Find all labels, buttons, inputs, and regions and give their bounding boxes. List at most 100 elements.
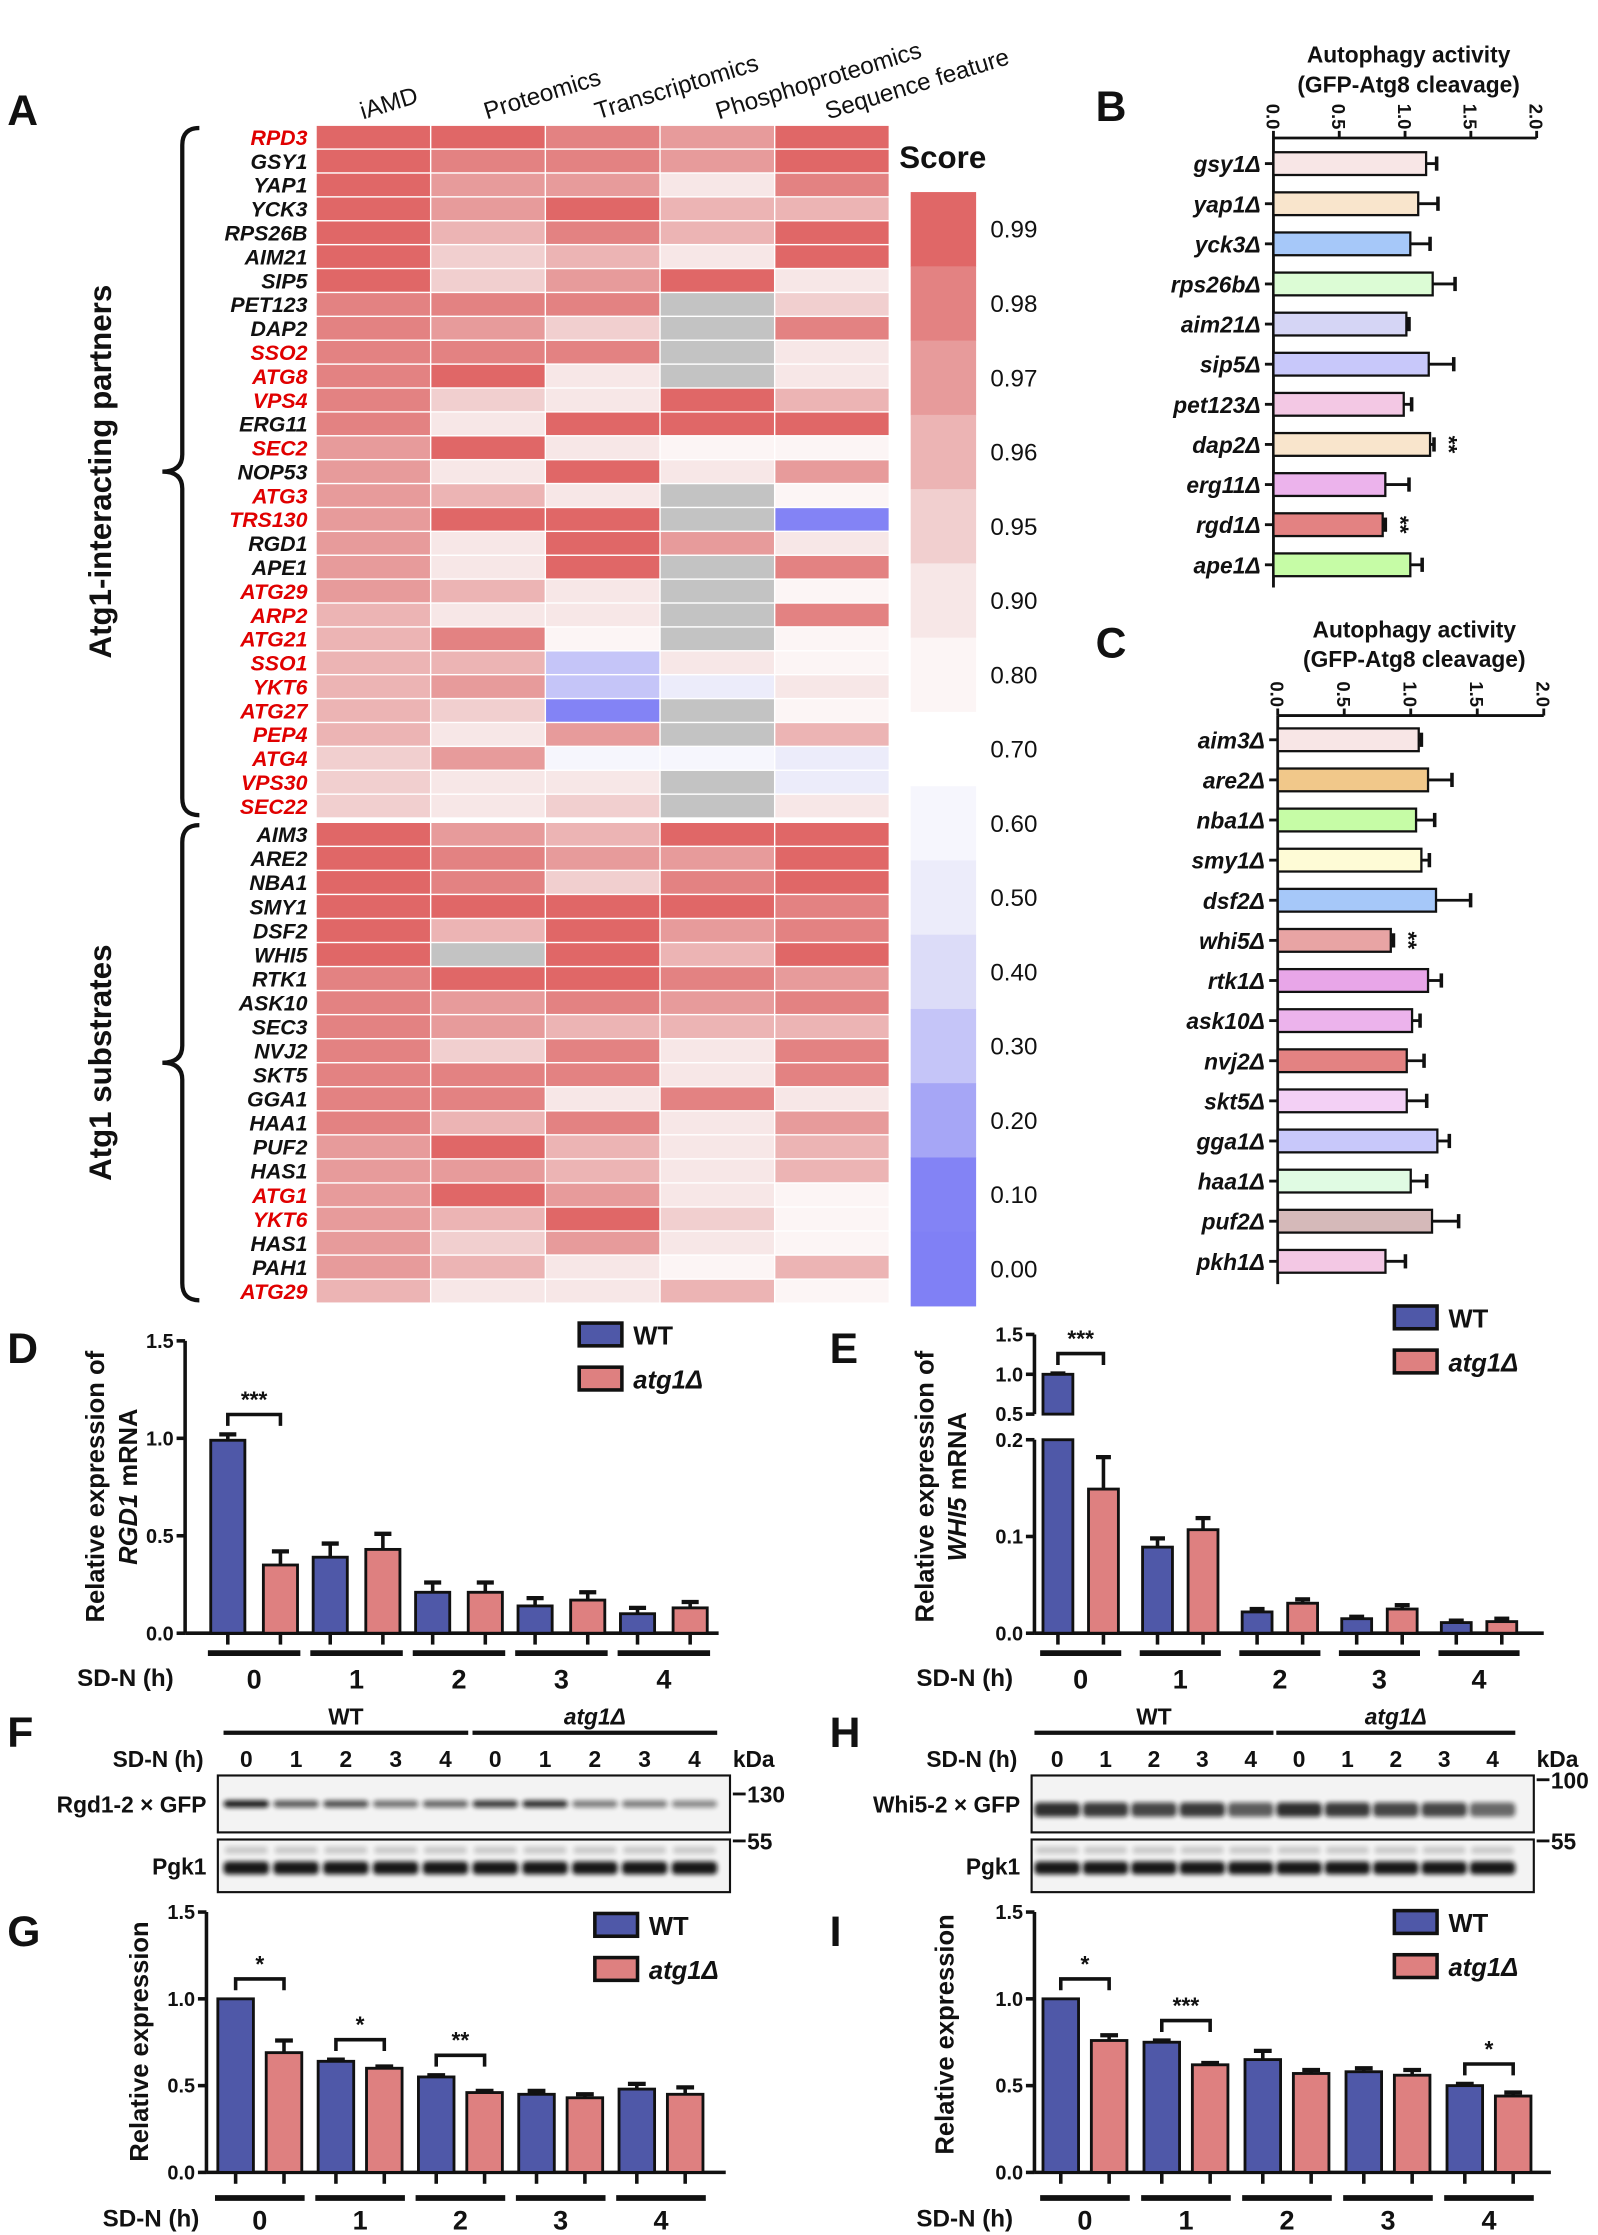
protein-band xyxy=(1469,1861,1516,1875)
lane-label: 4 xyxy=(1486,1746,1499,1772)
legend-label: WT xyxy=(633,1322,673,1350)
faint-band xyxy=(1422,1846,1466,1854)
heatmap-cell xyxy=(431,1183,545,1207)
heatmap-cell xyxy=(546,508,660,531)
heatmap-cell xyxy=(431,1111,545,1135)
gene-label: DSF2 xyxy=(253,919,308,943)
heatmap-cell xyxy=(431,1135,545,1159)
lane-label: 1 xyxy=(1099,1746,1112,1772)
gene-label: ASK10 xyxy=(238,991,308,1015)
category-label: aim21Δ xyxy=(1181,312,1261,338)
heatmap-cell xyxy=(546,675,660,698)
category-label: gga1Δ xyxy=(1196,1129,1265,1155)
gene-label: ATG4 xyxy=(251,747,307,771)
y-tick-label: 1.5 xyxy=(167,1902,195,1924)
heatmap-cell xyxy=(660,823,774,846)
heatmap-cell xyxy=(316,747,430,770)
category-label: ask10Δ xyxy=(1186,1008,1265,1034)
gene-label: ATG29 xyxy=(239,1280,307,1304)
protein-band xyxy=(1131,1861,1177,1875)
bar xyxy=(1485,1620,1519,1635)
heatmap-cell xyxy=(316,699,430,722)
heatmap-cell xyxy=(660,603,774,627)
significance-bracket xyxy=(1463,2062,1515,2076)
colorbar-segment xyxy=(910,711,977,787)
heatmap-cell xyxy=(316,823,430,846)
bar xyxy=(671,1606,709,1635)
category-label: skt5Δ xyxy=(1204,1088,1265,1114)
protein-band xyxy=(422,1800,469,1808)
legend-label: atg1Δ xyxy=(1448,1349,1518,1377)
gene-label: PAH1 xyxy=(252,1256,307,1280)
protein-band xyxy=(1324,1802,1371,1817)
legend-label: atg1Δ xyxy=(1448,1954,1518,1982)
faint-band xyxy=(324,1846,368,1854)
colorbar-tick-label: 0.60 xyxy=(990,811,1037,838)
chart-title: (GFP-Atg8 cleavage) xyxy=(1303,646,1526,672)
heatmap-cell xyxy=(431,173,545,197)
y-tick-label: 0.5 xyxy=(995,2076,1023,2098)
faint-band xyxy=(473,1846,517,1854)
heatmap-cell xyxy=(431,627,545,651)
gene-label: ATG1 xyxy=(251,1184,307,1208)
heatmap-cell xyxy=(546,847,660,870)
heatmap-cell xyxy=(775,221,889,244)
chart-title: Autophagy activity xyxy=(1307,42,1511,68)
x-tick-label: 1.0 xyxy=(1394,104,1415,130)
heatmap-cell xyxy=(316,555,430,579)
heatmap-cell xyxy=(431,1159,545,1183)
heatmap-cell xyxy=(546,149,660,173)
category-label: 1 xyxy=(353,2205,368,2235)
bar xyxy=(1272,552,1412,578)
heatmap-cell xyxy=(660,388,774,412)
heatmap-cell xyxy=(546,747,660,770)
heatmap-cell xyxy=(316,340,430,364)
category-label: yck3Δ xyxy=(1194,231,1261,257)
molecular-weight-marker: 130 xyxy=(747,1782,785,1808)
bar xyxy=(1276,967,1430,994)
protein-band xyxy=(1082,1861,1129,1875)
heatmap-cell xyxy=(431,1039,545,1063)
heatmap-cell xyxy=(660,412,774,436)
y-tick-label: 0.0 xyxy=(146,1623,174,1645)
colorbar-tick-label: 0.70 xyxy=(990,737,1037,764)
gene-label: YKT6 xyxy=(253,675,308,699)
heatmap-cell xyxy=(546,412,660,436)
gene-label: ERG11 xyxy=(239,413,307,437)
gene-label: SEC2 xyxy=(252,437,308,461)
gene-label: PEP4 xyxy=(253,723,308,747)
gene-label: AIM3 xyxy=(256,823,308,847)
colorbar-tick-label: 0.95 xyxy=(990,514,1037,541)
gene-label: WHI5 xyxy=(254,943,308,967)
gene-label: ARP2 xyxy=(250,604,308,628)
gene-label: AIM21 xyxy=(244,245,308,269)
legend-label: WT xyxy=(1448,1910,1488,1938)
heatmap-cell xyxy=(660,627,774,651)
legend-label: WT xyxy=(1448,1305,1488,1333)
gene-label: ATG21 xyxy=(239,628,307,652)
bar xyxy=(1272,512,1384,538)
gene-label: SSO1 xyxy=(251,652,308,676)
bar xyxy=(1276,1168,1412,1194)
heatmap-cell xyxy=(431,269,545,292)
y-axis-label: Relative expression of xyxy=(911,1350,939,1622)
x-tick-label: 1.0 xyxy=(1400,681,1421,707)
category-label: puf2Δ xyxy=(1201,1209,1265,1235)
heatmap-cell xyxy=(660,723,774,746)
heatmap-cell xyxy=(660,1087,774,1111)
heatmap-cell xyxy=(546,269,660,292)
gene-label: SIP5 xyxy=(261,269,308,293)
heatmap-cell xyxy=(775,436,889,459)
gene-label: HAA1 xyxy=(249,1112,307,1136)
heatmap-cell xyxy=(660,1063,774,1087)
heatmap-cell xyxy=(660,436,774,459)
heatmap-cell xyxy=(431,943,545,966)
faint-band xyxy=(224,1846,268,1854)
protein-band xyxy=(621,1861,668,1875)
heatmap-cell xyxy=(660,871,774,894)
heatmap-cell xyxy=(431,1255,545,1279)
bar xyxy=(417,2075,456,2174)
heatmap-cell xyxy=(546,823,660,846)
heatmap-cell xyxy=(316,460,430,483)
gene-label: HAS1 xyxy=(251,1160,308,1184)
